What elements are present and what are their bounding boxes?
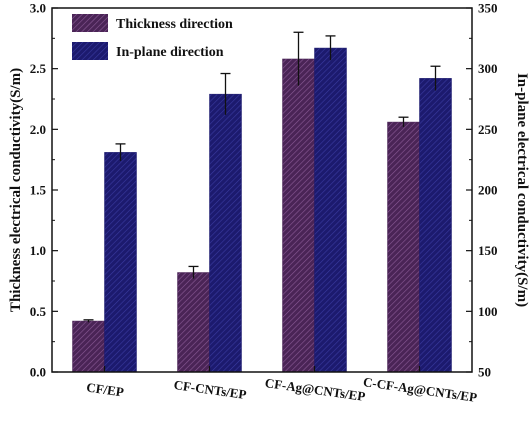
legend-label-thickness: Thickness direction	[116, 17, 233, 32]
legend-label-inplane: In-plane direction	[116, 45, 224, 60]
y2-tick-label: 200	[478, 183, 498, 198]
y2-tick-label: 100	[478, 304, 498, 319]
x-tick-label: C-CF-Ag@CNTs/EP	[362, 374, 478, 405]
y-tick-label: 2.0	[30, 122, 46, 137]
bars-group	[72, 47, 452, 373]
bar-inplane-1	[209, 93, 242, 373]
bar-inplane-2	[314, 47, 347, 373]
left-axis: 0.0 0.5 1.0 1.5 2.0 2.5 3.0	[30, 1, 58, 380]
right-axis: 50 100 150 200 250 300 350	[466, 1, 498, 380]
bar-thickness-2	[282, 58, 315, 373]
y2-tick-label: 250	[478, 122, 498, 137]
bar-thickness-1	[177, 272, 210, 373]
legend: Thickness direction In-plane direction	[72, 14, 233, 60]
x-tick-label: CF-CNTs/EP	[173, 377, 248, 402]
y-tick-label: 1.5	[30, 183, 47, 198]
y-tick-label: 1.0	[30, 243, 46, 258]
y2-tick-label: 300	[478, 61, 498, 76]
error-bars-group	[83, 31, 441, 323]
y-tick-label: 0.0	[30, 365, 46, 380]
bar-thickness-3	[387, 121, 420, 373]
x-tick-label: CF-Ag@CNTs/EP	[264, 375, 366, 404]
y2-tick-label: 50	[478, 365, 491, 380]
y2-tick-label: 350	[478, 1, 498, 16]
y2-tick-label: 150	[478, 243, 498, 258]
legend-swatch-inplane	[72, 42, 108, 60]
y2-axis-title: In-plane electrical conductivity(S/m)	[514, 73, 530, 307]
x-tick-label: CF/EP	[85, 380, 124, 400]
bar-thickness-0	[72, 320, 105, 373]
y-tick-label: 2.5	[30, 61, 47, 76]
bar-inplane-3	[419, 78, 452, 373]
legend-swatch-thickness	[72, 14, 108, 32]
y-axis-title: Thickness electrical conductivity(S/m)	[8, 68, 24, 312]
bar-inplane-0	[104, 152, 137, 373]
y-tick-label: 0.5	[30, 304, 47, 319]
y-tick-label: 3.0	[30, 1, 46, 16]
